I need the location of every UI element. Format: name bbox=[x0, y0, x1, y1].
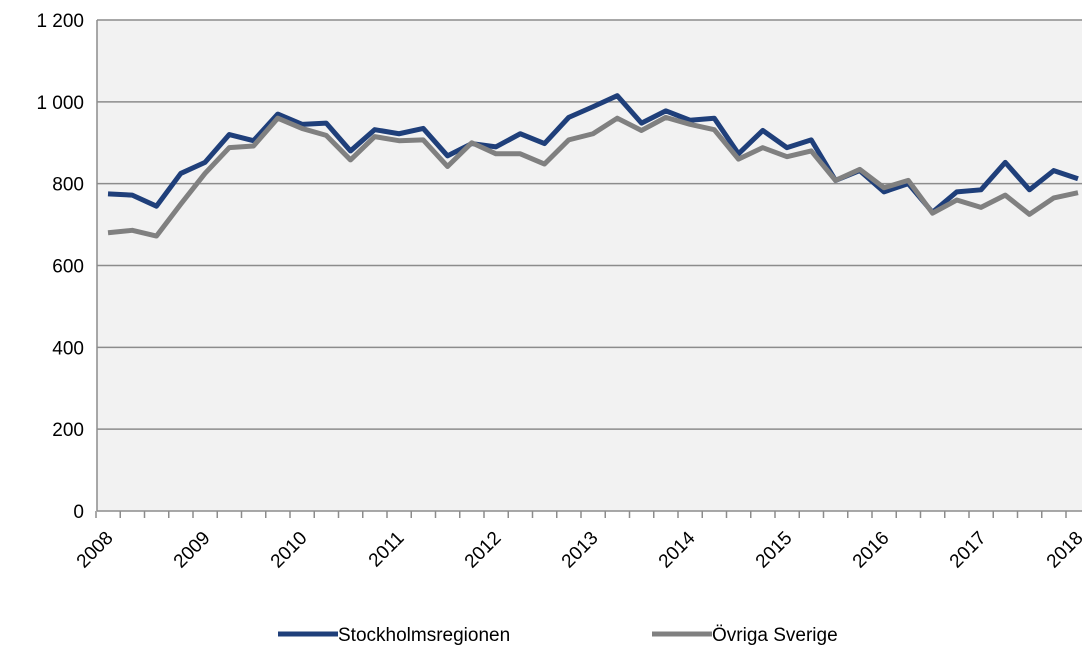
x-tick-label: 2014 bbox=[655, 527, 700, 572]
y-tick-label: 600 bbox=[52, 257, 84, 278]
y-tick-label: 800 bbox=[52, 175, 84, 196]
y-tick-label: 200 bbox=[52, 420, 84, 441]
x-tick-label: 2016 bbox=[849, 528, 894, 573]
x-tick-label: 2012 bbox=[461, 528, 506, 573]
legend-label: Övriga Sverige bbox=[712, 625, 838, 646]
x-tick-label: 2017 bbox=[946, 528, 991, 573]
legend-label: Stockholmsregionen bbox=[338, 625, 510, 646]
x-tick-label: 2015 bbox=[752, 528, 797, 573]
x-tick-label: 2011 bbox=[365, 528, 409, 572]
x-tick-label: 2008 bbox=[73, 528, 118, 573]
x-tick-label: 2009 bbox=[170, 528, 215, 573]
x-tick-label: 2013 bbox=[558, 528, 603, 573]
series-line bbox=[107, 114, 1079, 239]
y-tick-label: 1 200 bbox=[36, 11, 84, 32]
y-tick-label: 1 000 bbox=[36, 93, 84, 114]
x-tick-label: 2018 bbox=[1043, 528, 1085, 573]
y-tick-label: 400 bbox=[52, 338, 84, 359]
x-tick-label: 2010 bbox=[267, 528, 312, 573]
y-tick-label: 0 bbox=[73, 502, 84, 523]
